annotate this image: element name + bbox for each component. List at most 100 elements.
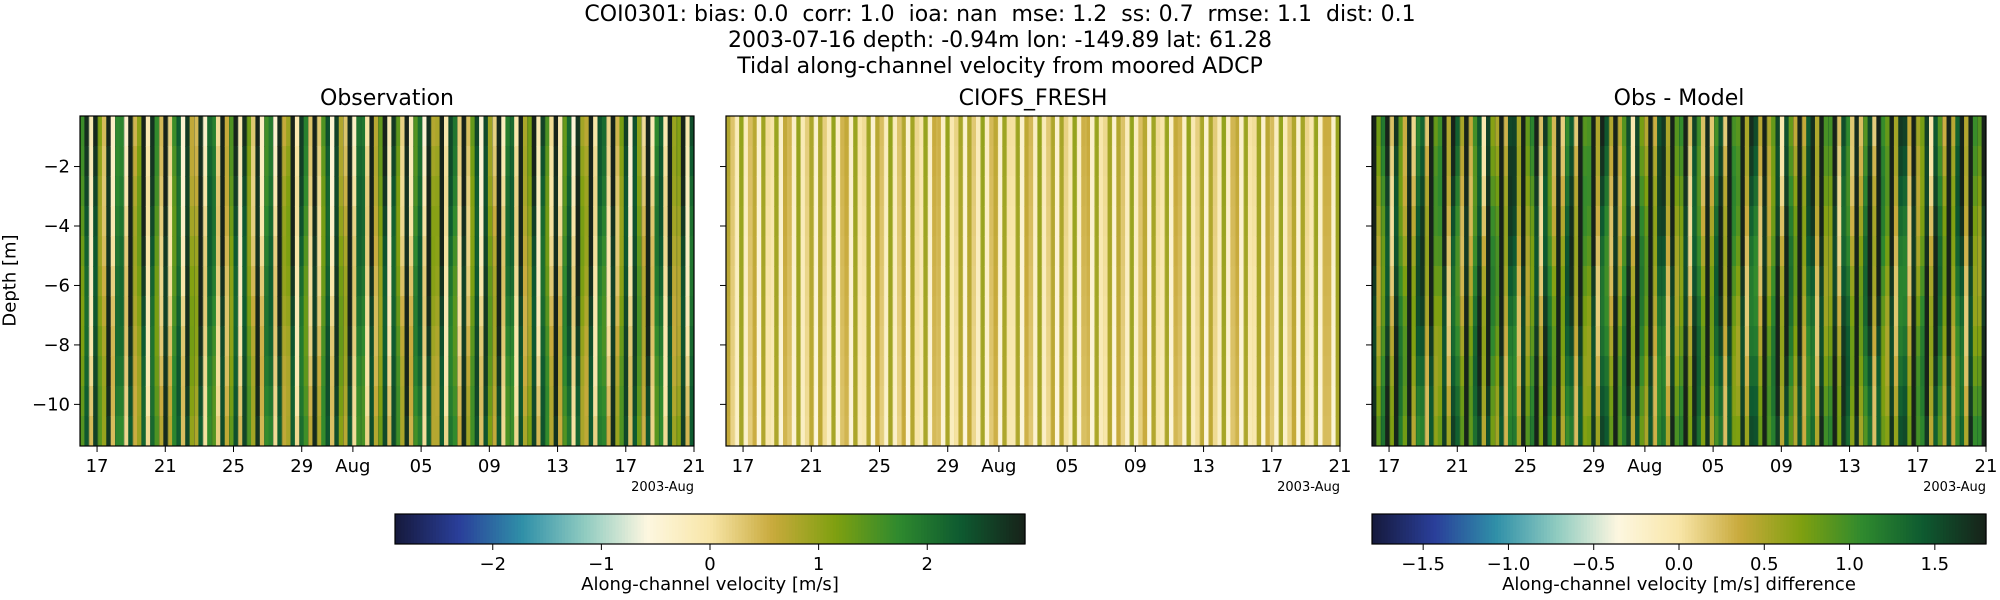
colorbar-swatch xyxy=(458,514,462,544)
heatmap-cell xyxy=(743,356,749,387)
heatmap-cell xyxy=(1486,266,1492,297)
heatmap-cell xyxy=(787,206,793,237)
heatmap-cell xyxy=(544,176,550,207)
heatmap-cell xyxy=(601,146,607,177)
heatmap-cell xyxy=(211,146,217,177)
heatmap-cell xyxy=(844,326,850,357)
heatmap-cell xyxy=(1617,386,1623,417)
time-stripe xyxy=(892,116,894,446)
heatmap-cell xyxy=(1889,296,1895,327)
heatmap-cell xyxy=(1661,266,1667,297)
heatmap-cell xyxy=(1507,356,1513,387)
heatmap-cell xyxy=(1309,146,1315,177)
heatmap-cell xyxy=(1142,146,1148,177)
heatmap-cell xyxy=(1385,116,1391,147)
heatmap-cell xyxy=(93,386,99,417)
heatmap-cell xyxy=(334,236,340,267)
heatmap-cell xyxy=(1648,266,1654,297)
heatmap-cell xyxy=(1819,356,1825,387)
heatmap-cell xyxy=(1072,296,1078,327)
heatmap-cell xyxy=(1714,116,1720,147)
time-stripe xyxy=(1538,116,1540,446)
heatmap-cell xyxy=(378,146,384,177)
heatmap-cell xyxy=(1709,176,1715,207)
heatmap-cell xyxy=(1190,416,1196,446)
heatmap-cell xyxy=(1823,416,1829,446)
heatmap-cell xyxy=(619,296,625,327)
heatmap-cell xyxy=(1116,326,1122,357)
heatmap-cell xyxy=(1700,146,1706,177)
heatmap-cell xyxy=(1766,236,1772,267)
heatmap-cell xyxy=(198,116,204,147)
heatmap-cell xyxy=(584,386,590,417)
heatmap-cell xyxy=(1854,386,1860,417)
heatmap-cell xyxy=(927,206,933,237)
heatmap-cell xyxy=(1085,386,1091,417)
heatmap-cell xyxy=(1775,146,1781,177)
heatmap-cell xyxy=(1964,266,1970,297)
heatmap-cell xyxy=(154,416,160,446)
heatmap-cell xyxy=(1085,206,1091,237)
heatmap-cell xyxy=(430,206,436,237)
heatmap-cell xyxy=(264,146,270,177)
heatmap-cell xyxy=(954,206,960,237)
heatmap-cell xyxy=(844,206,850,237)
heatmap-cell xyxy=(1977,146,1983,177)
heatmap-cell xyxy=(809,236,815,267)
heatmap-cell xyxy=(1195,326,1201,357)
heatmap-cell xyxy=(949,326,955,357)
heatmap-cell xyxy=(1033,326,1038,357)
heatmap-cell xyxy=(128,416,134,446)
heatmap-cell xyxy=(351,176,357,207)
heatmap-cell xyxy=(417,356,423,387)
heatmap-cell xyxy=(918,206,924,237)
heatmap-cell xyxy=(1278,326,1284,357)
heatmap-cell xyxy=(813,326,819,357)
heatmap-cell xyxy=(128,236,134,267)
colorbar-swatch xyxy=(527,514,532,544)
heatmap-cell xyxy=(417,296,423,327)
x-tick-label: 09 xyxy=(1124,456,1147,477)
heatmap-cell xyxy=(1736,266,1741,297)
heatmap-cell xyxy=(1946,176,1952,207)
heatmap-cell xyxy=(1885,416,1891,446)
heatmap-cell xyxy=(1054,176,1060,207)
heatmap-cell xyxy=(1433,236,1439,267)
heatmap-cell xyxy=(417,386,423,417)
heatmap-cell xyxy=(1889,206,1895,237)
heatmap-cell xyxy=(1111,116,1117,147)
heatmap-cell xyxy=(1503,176,1509,207)
heatmap-cell xyxy=(932,206,938,237)
heatmap-cell xyxy=(1727,116,1733,147)
heatmap-cell xyxy=(1199,356,1205,387)
heatmap-cell xyxy=(294,386,300,417)
heatmap-cell xyxy=(189,356,195,387)
heatmap-cell xyxy=(1679,326,1684,357)
heatmap-cell xyxy=(654,146,660,177)
heatmap-cell xyxy=(945,296,951,327)
heatmap-cell xyxy=(914,116,920,147)
heatmap-cell xyxy=(1300,236,1306,267)
heatmap-cell xyxy=(1380,296,1386,327)
heatmap-cell xyxy=(1234,386,1240,417)
heatmap-cell xyxy=(413,206,419,237)
heatmap-cell xyxy=(1429,416,1434,446)
heatmap-cell xyxy=(1072,146,1078,177)
heatmap-cell xyxy=(1920,416,1926,446)
heatmap-cell xyxy=(158,236,164,267)
heatmap-cell xyxy=(726,386,731,417)
heatmap-cell xyxy=(1740,416,1746,446)
heatmap-cell xyxy=(1282,176,1288,207)
heatmap-cell xyxy=(1503,206,1509,237)
colorbar-swatch xyxy=(492,514,497,544)
heatmap-cell xyxy=(1437,296,1443,327)
heatmap-cell xyxy=(1155,416,1161,446)
heatmap-cell xyxy=(879,176,885,207)
heatmap-cell xyxy=(932,266,938,297)
heatmap-cell xyxy=(97,116,103,147)
heatmap-cell xyxy=(492,146,498,177)
heatmap-cell xyxy=(1863,266,1869,297)
heatmap-cell xyxy=(1613,416,1619,446)
heatmap-cell xyxy=(167,116,173,147)
heatmap-cell xyxy=(1050,266,1056,297)
